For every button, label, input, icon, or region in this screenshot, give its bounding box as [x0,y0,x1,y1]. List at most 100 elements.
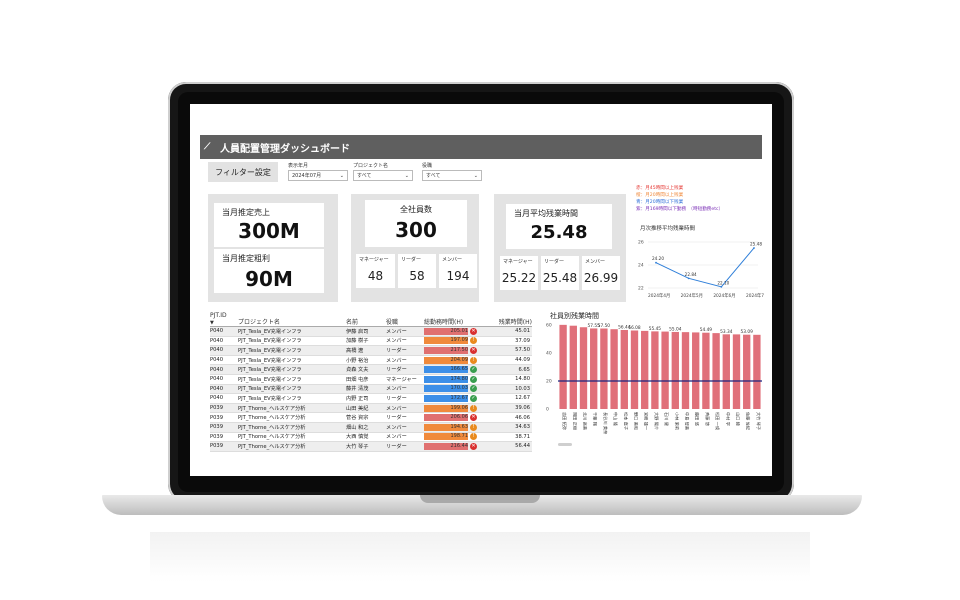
filter-project[interactable]: プロジェクト名 すべて ⌄ [353,162,413,181]
bar-chart-data-label: 57.55 [588,323,601,329]
table-row[interactable]: P040 PJT_Tesla_EV充電インフラ 田畑 屯彦 マネージャー 174.80 ✓… [210,375,532,385]
cell-overtime: 37.09 [480,338,532,344]
cell-overtime: 56.44 [480,443,532,449]
check-icon: ✓ [470,385,477,393]
cell-overtime-value: 12.67 [515,395,530,402]
line-chart-marks: 24.20 2024年4月 22.84 2024年5月 22.10 2024年6月 25.4… [648,241,764,299]
table-row[interactable]: P040 PJT_Tesla_EV充電インフラ 高橋 遼 リーダー 217.50 ✕ 57.… [210,346,532,356]
bar-chart-xtick: 長谷川 美奈 [602,412,609,435]
kpi-employees-leader-label: リーダー [401,257,422,263]
bar-chart-data-label: 55.04 [669,326,682,332]
bar-chart-xtick: 松本 直子 [622,412,629,430]
warning-icon: ! [470,337,477,345]
table-row[interactable]: P039 PJT_Thorne_ヘルスケア分析 菅谷 資宗 リーダー 206.06 ✕ 46… [210,413,532,423]
cell-total-hours-bar: 204.09! [424,356,477,364]
check-icon: ✓ [470,394,477,402]
filter-role-select[interactable]: すべて ⌄ [422,170,482,181]
cell-role: メンバー [386,338,407,345]
table-row[interactable]: P040 PJT_Tesla_EV充電インフラ 藤井 清茂 メンバー 170.03 ✓ 10… [210,384,532,395]
chevron-down-icon: ⌄ [473,172,478,179]
filter-settings-label: フィルター設定 [208,162,278,182]
bar-chart-bar [722,334,730,409]
cell-project: PJT_Tesla_EV充電インフラ [238,328,302,335]
table-row[interactable]: P039 PJT_Thorne_ヘルスケア分析 大西 慎覚 メンバー 198.71! 38… [210,433,532,443]
chart-logo-icon: ⟋ [204,142,211,152]
cell-overtime-value: 34.63 [515,424,530,431]
cell-total-hours-bar: 216.44 ✕ [424,442,477,450]
cell-total-hours-bar: 205.01 ✕ [424,327,477,335]
header-pjt-id[interactable]: PJT.ID ▼ [210,312,238,326]
filter-role[interactable]: 役職 すべて ⌄ [422,162,482,181]
cell-overtime-value: 56.44 [515,443,530,450]
table-row[interactable]: P039 PJT_Thorne_ヘルスケア分析 山田 美紀 メンバー 199.06! 39… [210,403,532,414]
legend-item-blue: 青：月20時間以下残業 [636,200,684,205]
cell-project: PJT_Thorne_ヘルスケア分析 [238,434,306,441]
table-row[interactable]: P040 PJT_Tesla_EV充電インフラ 小野 裕治 メンバー 204.09! 44… [210,356,532,366]
cell-total-hours-bar: 174.80 ✓ [424,375,477,383]
cell-role: メンバー [386,386,407,393]
cell-total-hours-value: 197.09 [450,337,469,344]
table-row[interactable]: P040 PJT_Tesla_EV充電インフラ 貞森 文夫 リーダー 166.65 ✓ 6.… [210,365,532,375]
cell-role: メンバー [386,424,407,431]
cell-project: PJT_Thorne_ヘルスケア分析 [238,443,306,450]
bar-chart-xtick: 山口 綾 [735,412,742,427]
cell-name: 貞森 文夫 [346,367,369,374]
kpi-overtime-card: 当月平均残業時間 25.48 [506,204,612,249]
cell-total-hours-bar: 199.06! [424,404,477,412]
cell-pjt-id: P039 [210,433,224,440]
horizontal-scrollbar[interactable] [558,443,572,446]
laptop-reflection [150,532,810,582]
bar-chart-xtick: 藤田 悠 [694,412,701,427]
cell-total-hours: 166.65 ✓ [424,366,480,374]
bar-chart-ytick: 60 [546,323,552,329]
bar-chart-data-label: 57.50 [598,323,611,329]
header-role[interactable]: 役職 [386,319,399,326]
line-chart-ytick: 22 [638,286,644,292]
header-total-hours[interactable]: 総勤務時間(H) [424,319,464,326]
filter-project-select[interactable]: すべて ⌄ [353,170,413,181]
table-body: P040 PJT_Tesla_EV充電インフラ 伊藤 启司 メンバー 205.01 ✕ 45… [210,327,532,452]
filter-month-select[interactable]: 2024年07月 ⌄ [288,170,348,181]
table-row[interactable]: P040 PJT_Tesla_EV充電インフラ 伊藤 启司 メンバー 205.01 ✕ 45… [210,327,532,337]
kpi-profit-card: 当月推定粗利 90M [214,249,324,293]
cell-total-hours-bar: 194.63! [424,423,477,431]
kpi-employees-label: 全社員数 [400,205,432,214]
cell-overtime: 38.71 [480,434,532,440]
filter-role-value: すべて [426,173,441,179]
header-overtime[interactable]: 残業時間(H) [498,319,532,326]
table-header: PJT.ID ▼ プロジェクト名 名前 役職 総勤務時間(H) 残業時間(H) [210,312,532,327]
cell-total-hours-value: 170.03 [450,385,469,392]
cell-pjt-id: P039 [210,443,224,450]
bar-chart-ytick: 40 [546,351,552,357]
filter-month-caption: 表示年月 [288,163,309,169]
cell-name: 高橋 遼 [346,347,364,354]
table-row[interactable]: P040 PJT_Tesla_EV充電インフラ 加藤 樹子 メンバー 197.09! 37… [210,337,532,347]
header-name[interactable]: 名前 [346,319,359,326]
table-row[interactable]: P039 PJT_Thorne_ヘルスケア分析 大竹 琴子 リーダー 216.44 ✕ 56… [210,442,532,452]
cell-overtime: 45.01 [480,328,532,334]
cell-overtime-value: 57.50 [515,347,530,354]
filter-month[interactable]: 表示年月 2024年07月 ⌄ [288,162,348,181]
line-chart-title: 月次推移平均残業時間 [640,224,696,232]
cell-total-hours: 216.44 ✕ [424,442,480,450]
line-chart-xtick: 2024年6月 [713,292,735,299]
overtime-legend: 赤：月45時間以上残業 橙：月20時間以上残業 青：月20時間以下残業 紫：月1… [636,185,723,213]
table-row[interactable]: P040 PJT_Tesla_EV充電インフラ 内野 正司 リーダー 172.67 ✓ 12… [210,394,532,404]
cell-overtime: 34.63 [480,424,532,430]
bar-chart-bar [630,330,639,409]
kpi-overtime-manager-value: 25.22 [501,271,537,285]
cell-total-hours: 174.80 ✓ [424,375,480,383]
kpi-employees-member: メンバー 194 [439,254,477,288]
cell-total-hours-value: 198.71 [450,433,469,440]
cell-overtime-value: 37.09 [515,337,530,344]
cell-project: PJT_Tesla_EV充電インフラ [238,357,302,364]
cell-total-hours-bar: 170.03 ✓ [424,385,477,393]
kpi-profit-label: 当月推定粗利 [222,254,270,263]
laptop-notch [420,495,540,503]
bar-chart-bar [753,334,761,409]
cell-name: 山田 美紀 [346,405,369,412]
cell-name: 田畑 屯彦 [346,376,369,383]
bar-chart-xtick: 野口 美和 [633,412,640,430]
table-row[interactable]: P039 PJT_Thorne_ヘルスケア分析 畑山 和之 メンバー 194.63! 34… [210,422,532,433]
header-project[interactable]: プロジェクト名 [238,319,281,326]
